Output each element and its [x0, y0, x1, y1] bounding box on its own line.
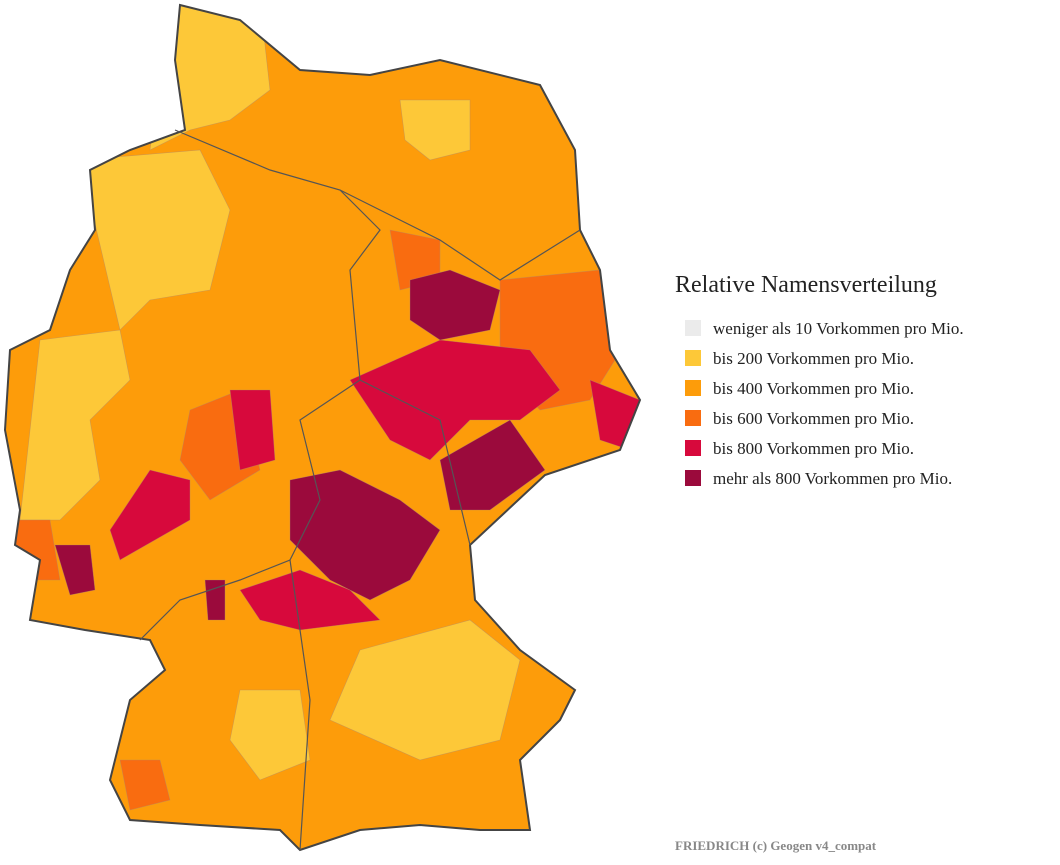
germany-map [3, 3, 642, 852]
region [19, 149, 231, 521]
country-border [3, 3, 642, 852]
legend: weniger als 10 Vorkommen pro Mio. bis 200… [685, 319, 964, 488]
legend-swatch [685, 320, 701, 336]
region [239, 569, 381, 631]
state-border [289, 559, 311, 851]
region [289, 469, 441, 601]
legend-label: weniger als 10 Vorkommen pro Mio. [713, 319, 964, 338]
legend-label: bis 800 Vorkommen pro Mio. [713, 439, 914, 458]
region [119, 759, 171, 811]
state-border [139, 129, 381, 641]
legend-swatch [685, 410, 701, 426]
legend-label: bis 400 Vorkommen pro Mio. [713, 379, 914, 398]
region [54, 544, 96, 596]
region [109, 469, 191, 561]
state-border [359, 379, 471, 546]
legend-title: Relative Namensverteilung [675, 272, 937, 298]
footer: FRIEDRICH (c) Geogen v4_compat [675, 838, 877, 853]
region [409, 269, 501, 341]
region [329, 619, 521, 761]
legend-swatch [685, 470, 701, 486]
legend-swatch [685, 350, 701, 366]
region [229, 389, 276, 471]
region [399, 99, 471, 161]
region [349, 339, 561, 461]
base-region [5, 5, 640, 850]
state-border [339, 189, 581, 281]
legend-label: bis 200 Vorkommen pro Mio. [713, 349, 914, 368]
legend-label: mehr als 800 Vorkommen pro Mio. [713, 469, 952, 488]
region [439, 419, 546, 511]
legend-label: bis 600 Vorkommen pro Mio. [713, 409, 914, 428]
region [229, 689, 311, 781]
legend-swatch [685, 380, 701, 396]
legend-swatch [685, 440, 701, 456]
